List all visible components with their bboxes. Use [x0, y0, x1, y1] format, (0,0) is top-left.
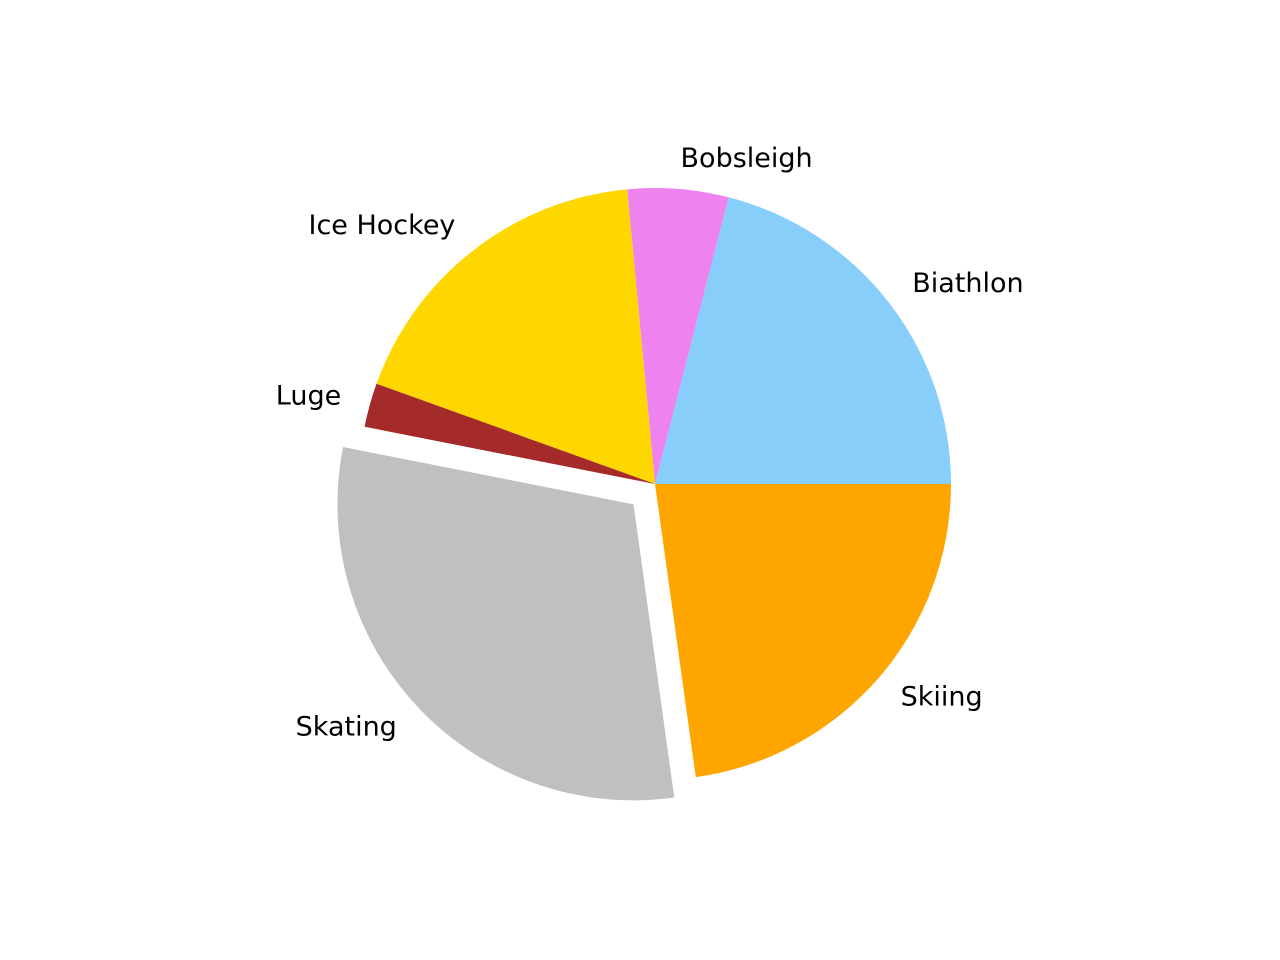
slice-label-skiing: Skiing: [901, 681, 983, 712]
pie-slice-bobsleigh: [627, 188, 729, 484]
pie-slice-luge: [364, 383, 655, 484]
pie-slice-ice-hockey: [376, 189, 655, 484]
slice-label-skating: Skating: [296, 711, 397, 742]
labels-layer: Biathlon Bobsleigh Ice Hockey Luge Skating Sk…: [276, 143, 1024, 743]
pie-slice-biathlon: [655, 197, 951, 484]
pie-slice-skiing: [655, 484, 951, 778]
slice-label-bobsleigh: Bobsleigh: [681, 143, 813, 174]
slice-label-ice-hockey: Ice Hockey: [308, 210, 455, 241]
slices-layer: [337, 188, 951, 801]
slice-label-luge: Luge: [276, 381, 341, 412]
pie-slice-skating: [337, 447, 675, 801]
slice-label-biathlon: Biathlon: [912, 268, 1023, 299]
